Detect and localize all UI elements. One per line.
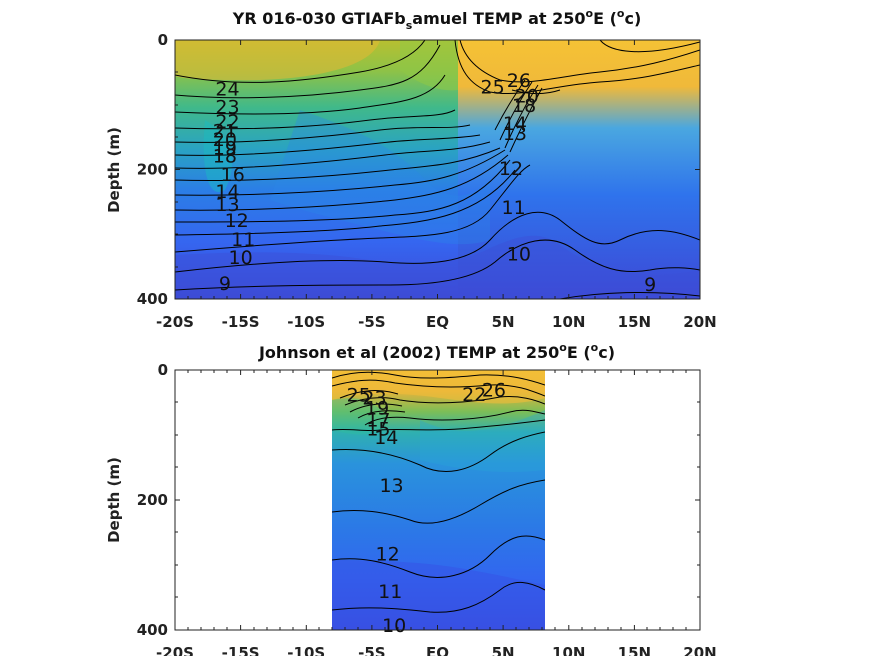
contour-label: 13 [379,475,403,497]
panel-2-y-axis-label: Depth (m) [105,457,123,543]
panel-2-x-tick-labels: -20S -15S -10S -5S EQ 5N 10N 15N 20N [156,644,717,656]
contour-label: 11 [231,229,255,251]
x-tick-label: 15N [618,313,651,331]
panel-1-y-axis-label: Depth (m) [105,127,123,213]
x-tick-label: 15N [618,644,651,656]
x-tick-label: EQ [426,644,449,656]
x-tick-label: -10S [287,644,325,656]
contour-label: 23 [215,97,239,119]
panel-2-y-ticks [175,369,700,631]
x-tick-label: -20S [156,313,194,331]
panel-2-title: Johnson et al (2002) TEMP at 250oE (oc) [258,341,615,362]
contour-label: 14 [215,181,239,203]
contour-label: 19 [365,398,389,420]
x-tick-label: -5S [358,644,385,656]
panel-1-y-ticks [175,39,700,300]
contour-label: 26 [482,380,506,402]
panel-2: Johnson et al (2002) TEMP at 250oE (oc) [105,341,717,656]
y-tick-label: 0 [158,31,168,49]
x-tick-label: -15S [222,644,260,656]
panel-2-x-ticks [174,370,701,630]
x-tick-label: 20N [683,313,716,331]
contour-label: 12 [225,210,249,232]
panel-1-title: YR 016-030 GTIAFbsamuel TEMP at 250oE (o… [232,7,642,32]
contour-label: 25 [347,385,371,407]
x-tick-label: 20N [683,644,716,656]
x-tick-label: -15S [222,313,260,331]
contour-label: 9 [644,274,656,296]
y-tick-label: 200 [137,491,168,509]
contour-label: 13 [215,194,239,216]
x-tick-label: -10S [287,313,325,331]
contour-label: 16 [221,164,245,186]
contour-label: 10 [507,244,531,266]
contour-label: 26 [507,70,531,92]
panel-2-contours [332,371,545,613]
contour-label: 15 [366,419,390,441]
contour-label: 14 [374,427,398,449]
contour-label: 11 [502,197,526,219]
panel-1-x-ticks [174,40,701,299]
x-tick-label: 10N [552,644,585,656]
panel-1-x-tick-labels: -20S -15S -10S -5S EQ 5N 10N 15N 20N [156,313,717,331]
panel-1-field [175,40,700,299]
contour-label: 18 [213,145,237,167]
contour-label: 13 [503,123,527,145]
contour-label: 24 [215,79,239,101]
contour-label: 22 [462,384,486,406]
contour-label: 12 [376,543,400,565]
x-tick-label: 10N [552,313,585,331]
contour-label: 21 [213,121,237,143]
panel-1-contours [175,40,700,299]
x-tick-label: -20S [156,644,194,656]
contour-label: 25 [481,77,505,99]
contour-label: 14 [503,113,527,135]
contour-label: 10 [382,615,406,637]
y-tick-label: 400 [137,621,168,639]
x-tick-label: 5N [492,644,515,656]
y-tick-label: 0 [158,361,168,379]
contour-label: 10 [229,247,253,269]
contour-label: 18 [512,95,536,117]
x-tick-label: 5N [492,313,515,331]
contour-label: 19 [213,137,237,159]
x-tick-label: EQ [426,313,449,331]
panel-1: YR 016-030 GTIAFbsamuel TEMP at 250oE (o… [105,7,717,331]
contour-label: 12 [499,158,523,180]
contour-label: 17 [366,409,390,431]
contour-label: 22 [215,111,239,133]
panel-2-y-tick-labels: 0 200 400 [137,361,168,639]
contour-label: 20 [515,86,539,108]
contour-label: 20 [213,129,237,151]
panel-1-y-tick-labels: 0 200 400 [137,31,168,308]
y-tick-label: 400 [137,290,168,308]
contour-label: 23 [362,387,386,409]
y-tick-label: 200 [137,161,168,179]
contour-label: 9 [219,273,231,295]
contour-label: 11 [378,581,402,603]
x-tick-label: -5S [358,313,385,331]
